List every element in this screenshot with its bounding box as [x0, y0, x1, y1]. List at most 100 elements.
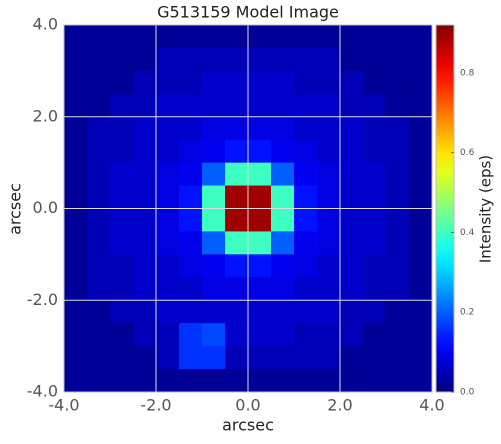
heatmap-cell	[340, 93, 364, 118]
heatmap-cell	[409, 162, 433, 187]
heatmap-cell	[386, 47, 410, 72]
heatmap-cell	[294, 70, 318, 95]
heatmap-cell	[202, 346, 226, 370]
heatmap-cell	[225, 369, 249, 393]
heatmap-cell	[294, 116, 318, 141]
heatmap-cell	[363, 25, 387, 49]
heatmap-cell	[386, 116, 410, 141]
heatmap-cell	[87, 254, 111, 278]
heatmap-cell	[110, 323, 134, 347]
heatmap-cell	[294, 346, 318, 370]
heatmap-cell	[340, 254, 364, 278]
heatmap-cell	[409, 25, 433, 49]
heatmap-cell	[294, 93, 318, 118]
heatmap-cell	[317, 185, 341, 209]
heatmap-cell	[363, 93, 387, 118]
colorbar-tick-label: 0.4	[460, 228, 475, 238]
heatmap-cell	[363, 254, 387, 278]
heatmap-cell	[386, 139, 410, 164]
x-tick-label: 0.0	[235, 396, 260, 415]
heatmap-cell	[271, 93, 295, 118]
heatmap-cell	[225, 116, 249, 141]
heatmap-cell	[294, 185, 318, 209]
heatmap-cell	[409, 47, 433, 72]
heatmap-cell	[409, 139, 433, 164]
heatmap-cell	[271, 277, 295, 301]
heatmap-cell	[179, 231, 203, 255]
heatmap-cell	[409, 369, 433, 393]
heatmap-cell	[294, 208, 318, 232]
heatmap-cell	[271, 185, 295, 209]
colorbar-tick-label: 0.6	[460, 148, 475, 158]
heatmap-cell	[225, 323, 249, 347]
heatmap-cell	[110, 185, 134, 209]
x-tick-label: -2.0	[140, 396, 171, 415]
heatmap-cell	[271, 116, 295, 141]
heatmap-cell	[363, 70, 387, 95]
heatmap-cell	[248, 116, 272, 141]
colorbar-label: Intensity (eps)	[477, 155, 495, 263]
heatmap-cell	[110, 300, 134, 324]
heatmap-cell	[87, 300, 111, 324]
heatmap-cell	[363, 300, 387, 324]
heatmap-cell	[156, 254, 180, 278]
heatmap-cell	[64, 116, 88, 141]
heatmap-cell	[133, 208, 157, 232]
heatmap-cell	[294, 323, 318, 347]
heatmap-cell	[225, 300, 249, 324]
heatmap-cell	[87, 25, 111, 49]
heatmap-cell	[110, 116, 134, 141]
heatmap-cell	[87, 185, 111, 209]
heatmap-cell	[248, 93, 272, 118]
heatmap-cell	[409, 70, 433, 95]
heatmap-cell	[409, 208, 433, 232]
heatmap-cell	[271, 139, 295, 164]
heatmap-cell	[225, 185, 249, 209]
heatmap-cell	[202, 323, 226, 347]
heatmap-cell	[248, 208, 272, 232]
heatmap-cell	[64, 25, 88, 49]
heatmap-cell	[248, 185, 272, 209]
heatmap-cell	[110, 162, 134, 187]
heatmap-cell	[225, 47, 249, 72]
heatmap-cell	[133, 47, 157, 72]
heatmap-cell	[248, 47, 272, 72]
heatmap-cell	[386, 70, 410, 95]
heatmap-cell	[133, 116, 157, 141]
heatmap-cell	[317, 47, 341, 72]
heatmap-cell	[271, 47, 295, 72]
heatmap-cell	[409, 116, 433, 141]
heatmap-cell	[363, 139, 387, 164]
heatmap-cell	[110, 139, 134, 164]
heatmap-cell	[340, 70, 364, 95]
heatmap-cell	[409, 231, 433, 255]
chart-title: G513159 Model Image	[157, 3, 339, 22]
heatmap-cell	[110, 208, 134, 232]
heatmap-cell	[202, 277, 226, 301]
heatmap-cell	[317, 346, 341, 370]
y-axis-label: arcsec	[6, 183, 25, 235]
heatmap-cell	[179, 47, 203, 72]
heatmap-cell	[294, 300, 318, 324]
plot-frame	[63, 24, 433, 393]
heatmap-cell	[294, 369, 318, 393]
heatmap-cell	[340, 231, 364, 255]
heatmap-cell	[294, 139, 318, 164]
heatmap-cell	[64, 47, 88, 72]
heatmap-cell	[110, 369, 134, 393]
heatmap-cell	[363, 346, 387, 370]
heatmap-cell	[248, 70, 272, 95]
heatmap-cell	[179, 254, 203, 278]
heatmap-cell	[225, 70, 249, 95]
heatmap-cell	[202, 208, 226, 232]
heatmap-cell	[110, 346, 134, 370]
heatmap-cell	[386, 162, 410, 187]
heatmap-cell	[386, 208, 410, 232]
heatmap-cell	[317, 277, 341, 301]
heatmap-cell	[317, 231, 341, 255]
heatmap-cell	[271, 346, 295, 370]
heatmap-cell	[179, 346, 203, 370]
heatmap-cell	[64, 369, 88, 393]
heatmap-cell	[340, 300, 364, 324]
heatmap-cell	[156, 25, 180, 49]
